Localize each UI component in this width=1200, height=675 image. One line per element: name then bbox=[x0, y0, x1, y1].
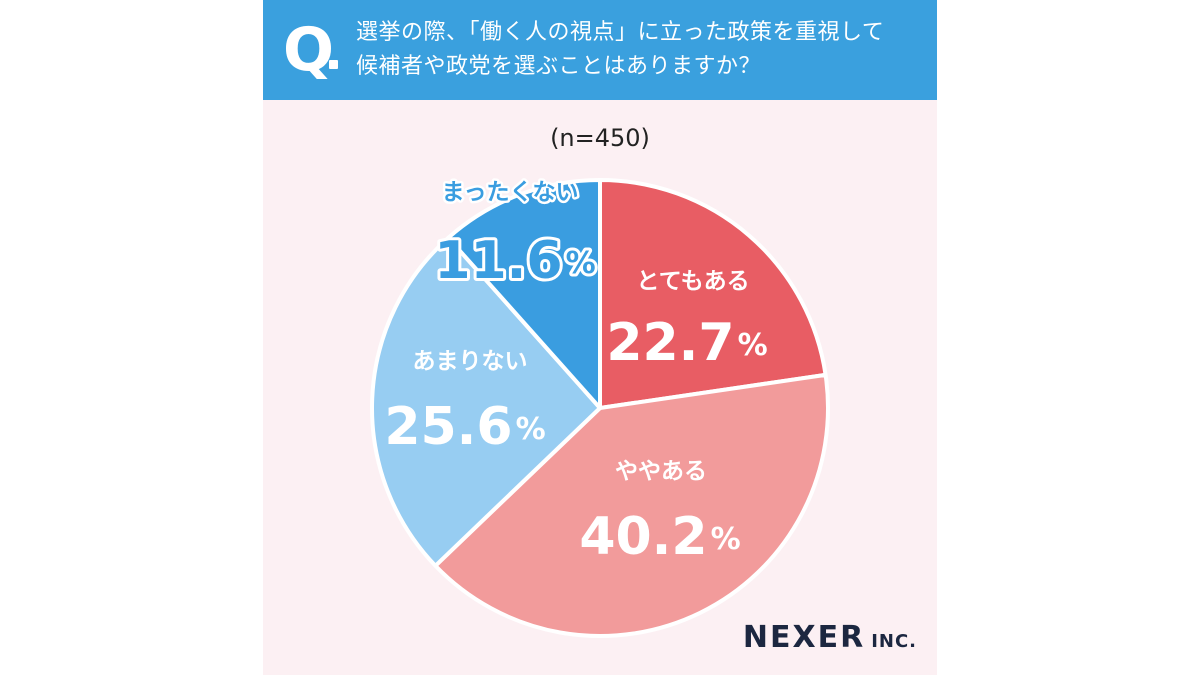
question-mark: Q bbox=[283, 15, 335, 85]
pie-slice-1 bbox=[598, 178, 828, 410]
slice-value-4: 11.6% bbox=[434, 231, 595, 291]
sample-size-label: (n=450) bbox=[550, 124, 650, 152]
pie-slice-2 bbox=[433, 372, 830, 638]
nexer-logo: NEXER INC. bbox=[743, 620, 917, 655]
pie-slice-4 bbox=[446, 178, 602, 410]
question-mark-dot bbox=[329, 60, 338, 69]
question-line-2: 候補者や政党を選ぶことはありますか？ bbox=[356, 54, 762, 79]
slice-label-2: ややある bbox=[615, 459, 707, 485]
slice-label-1: とてもある bbox=[636, 269, 749, 295]
question-text: 選挙の際、「働く人の視点」に立った政策を重視して 候補者や政党を選ぶことはありま… bbox=[356, 16, 926, 84]
slice-value-3: 25.6% bbox=[384, 397, 545, 457]
slice-label-4: まったくない bbox=[441, 180, 578, 206]
logo-suffix: INC. bbox=[871, 631, 917, 652]
pie-slice-3 bbox=[370, 235, 602, 568]
logo-main: NEXER bbox=[742, 620, 866, 655]
question-line-1: 選挙の際、「働く人の視点」に立った政策を重視して bbox=[356, 20, 885, 45]
slice-label-3: あまりない bbox=[413, 349, 528, 375]
slice-value-1: 22.7% bbox=[606, 313, 767, 373]
question-header: Q 選挙の際、「働く人の視点」に立った政策を重視して 候補者や政党を選ぶことはあ… bbox=[263, 0, 937, 100]
slice-value-2: 40.2% bbox=[579, 507, 740, 567]
